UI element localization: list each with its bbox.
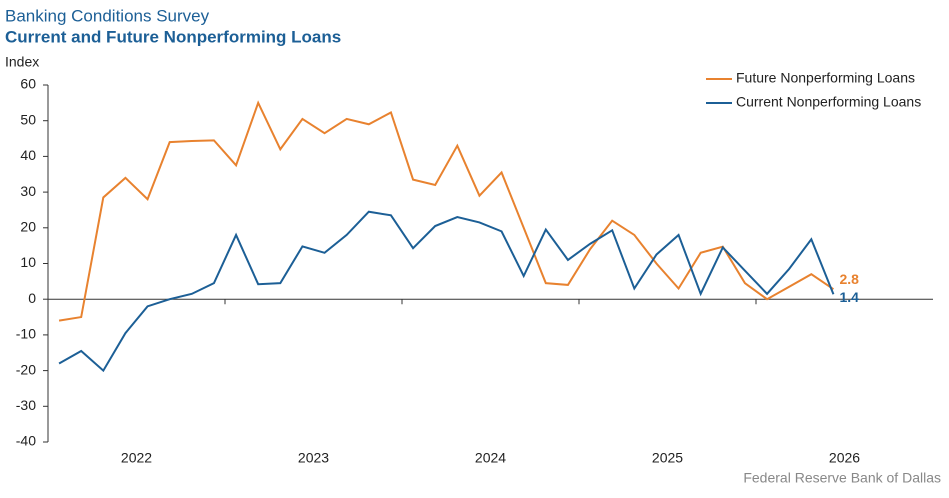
y-tick-label: 30 xyxy=(20,183,36,199)
legend-label: Future Nonperforming Loans xyxy=(736,70,915,86)
y-tick-label: -20 xyxy=(16,361,36,377)
y-axis-label: Index xyxy=(5,54,39,70)
y-tick-label: 60 xyxy=(20,76,36,92)
y-tick-label: -10 xyxy=(16,326,36,342)
y-tick-label: 50 xyxy=(20,111,36,127)
legend-label: Current Nonperforming Loans xyxy=(736,94,921,110)
x-tick-label: 2024 xyxy=(475,450,506,466)
x-tick-label: 2022 xyxy=(121,450,152,466)
chart-title: Current and Future Nonperforming Loans xyxy=(5,27,341,46)
y-tick-label: 0 xyxy=(28,290,36,306)
line xyxy=(58,100,834,322)
x-tick-label: 2023 xyxy=(298,450,329,466)
x-tick-label: 2026 xyxy=(829,450,860,466)
y-tick-label: 20 xyxy=(20,219,36,235)
y-tick-label: 10 xyxy=(20,254,36,270)
x-tick-label: 2025 xyxy=(652,450,683,466)
data-label: 1.4 xyxy=(839,289,859,305)
y-tick-label: 40 xyxy=(20,147,36,163)
y-tick-label: -30 xyxy=(16,397,36,413)
data-label: 2.8 xyxy=(839,271,859,287)
source: Federal Reserve Bank of Dallas xyxy=(743,470,941,486)
y-tick-label: -40 xyxy=(16,433,36,449)
supertitle: Banking Conditions Survey xyxy=(5,6,210,25)
line xyxy=(58,210,835,373)
